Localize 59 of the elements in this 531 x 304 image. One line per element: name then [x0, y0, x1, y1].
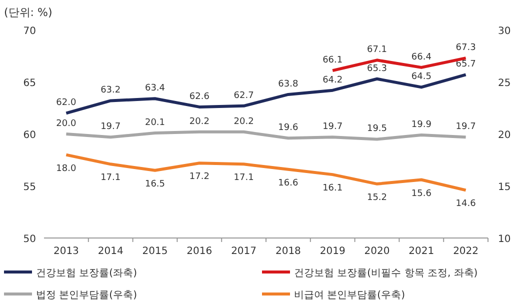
legend-label: 비급여 본인부담률(우축)	[294, 290, 406, 301]
data-label: 64.5	[411, 72, 432, 82]
y-tick-label: 55	[23, 182, 36, 193]
data-label: 16.1	[322, 184, 343, 194]
data-label: 19.6	[278, 123, 298, 134]
data-label: 63.8	[278, 79, 298, 90]
data-label: 67.3	[456, 43, 476, 54]
data-label: 14.6	[456, 199, 476, 210]
y-axis-title: (단위: %)	[4, 6, 52, 19]
legend-label: 건강보험 보장률(비필수 항목 조정, 좌축)	[294, 268, 478, 279]
y2-tick-label: 15	[498, 182, 511, 193]
y-tick-label: 70	[23, 26, 36, 37]
y-tick-label: 65	[23, 78, 36, 89]
data-label: 20.0	[56, 119, 76, 129]
y-tick-label: 60	[23, 130, 36, 141]
x-tick-label: 2013	[53, 246, 79, 257]
data-label: 65.3	[366, 64, 388, 74]
data-label: 19.5	[366, 124, 388, 134]
data-label: 62.6	[189, 92, 210, 102]
y2-tick-label: 25	[498, 78, 511, 89]
x-tick-label: 2021	[408, 246, 434, 257]
y-tick-label: 50	[23, 234, 36, 245]
x-tick-label: 2017	[231, 246, 257, 257]
x-tick-label: 2015	[142, 246, 168, 257]
data-label: 19.9	[411, 120, 432, 130]
legend-label: 법정 본인부담률(우축)	[36, 290, 138, 301]
line-series	[64, 130, 468, 141]
data-label: 20.1	[144, 118, 166, 128]
data-label: 15.2	[366, 192, 388, 203]
data-label: 66.1	[322, 56, 343, 66]
data-label: 62.0	[56, 98, 76, 108]
x-tick-label: 2018	[275, 246, 301, 257]
data-label: 19.7	[322, 122, 343, 132]
data-label: 20.2	[189, 116, 210, 127]
data-label: 15.6	[411, 188, 432, 199]
data-label: 20.2	[234, 116, 254, 127]
data-label: 67.1	[366, 45, 388, 56]
y2-tick-label: 30	[498, 26, 511, 37]
data-label: 16.5	[144, 179, 166, 190]
data-label: 63.2	[100, 86, 121, 96]
data-label: 66.4	[411, 52, 432, 62]
x-tick-label: 2020	[364, 246, 390, 257]
x-tick-label: 2022	[453, 246, 479, 257]
data-label: 63.4	[144, 84, 166, 94]
y2-tick-label: 10	[498, 234, 511, 245]
data-label: 16.6	[278, 178, 298, 188]
data-label: 17.1	[100, 173, 121, 184]
x-tick-label: 2014	[98, 246, 124, 257]
data-label: 62.7	[234, 90, 254, 101]
data-label: 17.2	[189, 172, 210, 182]
data-label: 19.7	[456, 122, 476, 132]
x-tick-label: 2016	[186, 246, 212, 257]
legend-label: 건강보험 보장률(좌축)	[36, 268, 138, 279]
y2-tick-label: 20	[498, 130, 511, 141]
x-tick-label: 2019	[320, 246, 346, 257]
data-label: 64.2	[322, 75, 343, 86]
data-label: 19.7	[100, 122, 121, 132]
data-label: 18.0	[56, 164, 76, 174]
data-label: 17.1	[234, 173, 254, 184]
